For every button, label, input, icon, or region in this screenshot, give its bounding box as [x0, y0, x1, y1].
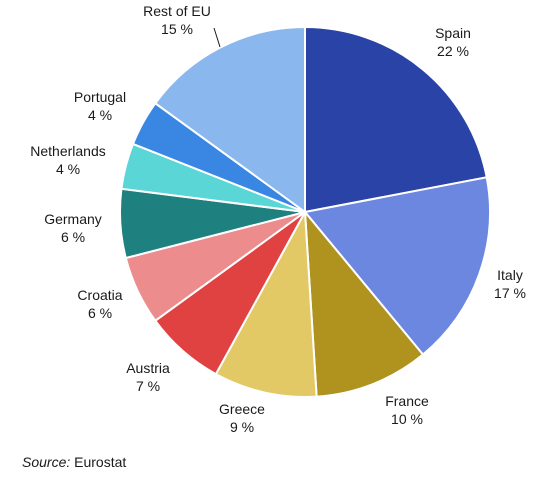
pie-slice-france — [303, 208, 425, 398]
slice-value-label-germany: 6 % — [61, 229, 85, 245]
slice-value-label-netherlands: 4 % — [56, 161, 80, 177]
pie-slice-rest-of-eu — [153, 25, 306, 214]
slice-label-austria: Austria — [126, 360, 170, 376]
slice-label-greece: Greece — [219, 401, 265, 417]
pie-slice-spain — [304, 25, 488, 214]
source-prefix: Source: — [22, 454, 71, 470]
slice-label-rest-of-eu: Rest of EU — [143, 3, 211, 19]
pie-chart: Spain 22 % Italy 17 % France 10 % Greece 9 % Aus… — [30, 3, 526, 435]
slice-label-netherlands: Netherlands — [30, 143, 106, 159]
slice-value-label-croatia: 6 % — [88, 305, 112, 321]
slice-label-italy: Italy — [497, 267, 523, 283]
slice-label-portugal: Portugal — [74, 89, 126, 105]
slice-label-france: France — [385, 393, 429, 409]
source-text: Eurostat — [74, 454, 127, 470]
pie-slice-italy — [303, 176, 491, 356]
slice-label-germany: Germany — [44, 211, 102, 227]
slice-value-label-austria: 7 % — [136, 378, 160, 394]
slice-value-label-rest-of-eu: 15 % — [161, 21, 193, 37]
slice-value-label-greece: 9 % — [230, 419, 254, 435]
slice-value-label-spain: 22 % — [437, 43, 469, 59]
pie-slice-greece — [214, 208, 318, 398]
slice-label-croatia: Croatia — [77, 287, 122, 303]
slice-value-label-italy: 17 % — [494, 285, 526, 301]
slice-value-label-portugal: 4 % — [88, 107, 112, 123]
leader-line-rest-of-eu — [213, 27, 221, 48]
source-note: Source: Eurostat — [22, 454, 126, 470]
slice-value-label-france: 10 % — [391, 411, 423, 427]
slice-label-spain: Spain — [435, 25, 471, 41]
